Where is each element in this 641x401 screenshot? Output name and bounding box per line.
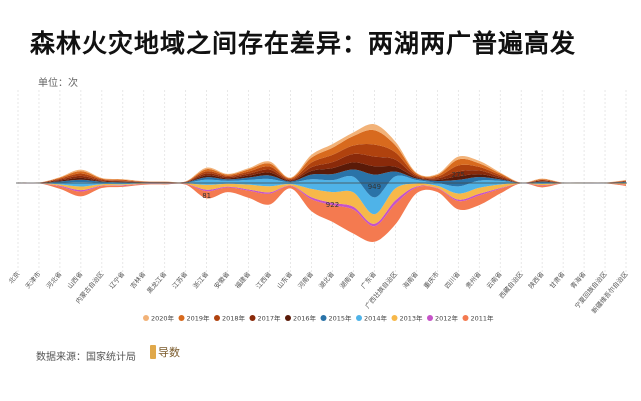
legend-label: 2018年 bbox=[222, 314, 246, 323]
data-label: 275 bbox=[452, 171, 465, 179]
brand-logo: 导数 bbox=[150, 344, 180, 360]
x-tick-label: 青海省 bbox=[568, 269, 588, 290]
legend-item: 2018年 bbox=[214, 314, 246, 323]
x-tick-label: 甘肃省 bbox=[547, 269, 567, 290]
legend-swatch bbox=[427, 315, 433, 321]
legend-swatch bbox=[320, 315, 327, 321]
legend-swatch bbox=[285, 315, 291, 321]
stream-2011 bbox=[18, 183, 626, 243]
stream-2018 bbox=[18, 143, 626, 184]
legend-label: 2015年 bbox=[329, 314, 353, 323]
legend-label: 2014年 bbox=[364, 314, 388, 323]
logo-icon bbox=[150, 345, 156, 359]
legend-swatch bbox=[356, 315, 362, 321]
legend-swatch bbox=[462, 315, 469, 321]
x-tick-label: 广东省 bbox=[359, 269, 379, 290]
legend-label: 2012年 bbox=[435, 314, 459, 323]
legend-item: 2011年 bbox=[462, 314, 495, 323]
legend-label: 2019年 bbox=[187, 314, 211, 323]
legend-label: 2011年 bbox=[471, 314, 495, 323]
legend-label: 2020年 bbox=[151, 314, 175, 323]
x-tick-label: 湖北省 bbox=[317, 269, 337, 290]
x-tick-label: 河南省 bbox=[296, 269, 316, 290]
x-tick-label: 黑龙江省 bbox=[145, 269, 169, 295]
x-tick-label: 山东省 bbox=[275, 269, 295, 290]
stream-2017 bbox=[18, 153, 626, 184]
legend-label: 2016年 bbox=[293, 314, 317, 323]
x-tick-label: 云南省 bbox=[484, 269, 504, 290]
legend-label: 2013年 bbox=[400, 314, 424, 323]
x-tick-label: 重庆市 bbox=[421, 269, 441, 290]
x-tick-label: 北京 bbox=[6, 269, 22, 285]
legend: 2020年 2019年 2018年 2017年 2016年 2015年 2014年 2013年… bbox=[143, 314, 494, 323]
stream-2014 bbox=[18, 175, 626, 215]
chart-title: 森林火灾地域之间存在差异：两湖两广普遍高发 bbox=[30, 29, 577, 58]
x-tick-label: 湖南省 bbox=[338, 269, 358, 290]
data-label: 81 bbox=[202, 192, 211, 200]
x-tick-labels: 北京 天津市 河北省 山西省内蒙古自治区 辽宁省 吉林省黑龙江省 江苏省 浙江省 安徽省 福建省江… bbox=[6, 269, 630, 315]
legend-item: 2013年 bbox=[391, 314, 424, 323]
x-tick-label: 陕西省 bbox=[526, 269, 546, 290]
x-tick-label: 福建省 bbox=[233, 269, 253, 290]
x-tick-label: 江西省 bbox=[254, 269, 274, 290]
source-note: 数据来源：国家统计局 bbox=[36, 352, 136, 363]
x-tick-label: 四川省 bbox=[442, 269, 462, 290]
x-tick-label: 海南省 bbox=[400, 269, 420, 290]
x-tick-label: 辽宁省 bbox=[107, 269, 127, 290]
stream-layers bbox=[18, 123, 626, 243]
x-tick-label: 新疆维吾尔自治区 bbox=[589, 269, 630, 315]
x-tick-label: 河北省 bbox=[44, 269, 64, 290]
legend-item: 2020年 bbox=[143, 314, 175, 323]
legend-swatch bbox=[249, 315, 256, 321]
legend-swatch bbox=[391, 315, 398, 321]
stream-2016 bbox=[18, 162, 626, 184]
data-label: 922 bbox=[326, 201, 339, 209]
stream-2015 bbox=[18, 169, 626, 198]
x-tick-label: 江苏省 bbox=[170, 269, 190, 290]
data-label: 949 bbox=[368, 183, 381, 191]
unit-label: 单位：次 bbox=[38, 78, 78, 89]
legend-item: 2015年 bbox=[320, 314, 353, 323]
x-tick-label: 吉林省 bbox=[128, 269, 148, 290]
legend-label: 2017年 bbox=[258, 314, 282, 323]
x-tick-label: 浙江省 bbox=[191, 269, 211, 290]
legend-item: 2012年 bbox=[427, 314, 459, 323]
legend-item: 2019年 bbox=[178, 314, 211, 323]
x-tick-label: 贵州省 bbox=[463, 269, 483, 290]
legend-swatch bbox=[214, 315, 220, 321]
stream-2013 bbox=[18, 183, 626, 224]
legend-swatch bbox=[143, 315, 149, 321]
stream-2019 bbox=[18, 129, 626, 184]
legend-item: 2017年 bbox=[249, 314, 282, 323]
logo-text: 导数 bbox=[158, 346, 180, 359]
x-tick-label: 山西省 bbox=[65, 269, 85, 290]
x-tick-label: 天津市 bbox=[23, 269, 43, 290]
legend-swatch bbox=[178, 315, 185, 321]
legend-item: 2014年 bbox=[356, 314, 388, 323]
x-tick-label: 安徽省 bbox=[212, 269, 232, 290]
legend-item: 2016年 bbox=[285, 314, 317, 323]
data-labels: 81 922 949 275 bbox=[202, 171, 465, 209]
